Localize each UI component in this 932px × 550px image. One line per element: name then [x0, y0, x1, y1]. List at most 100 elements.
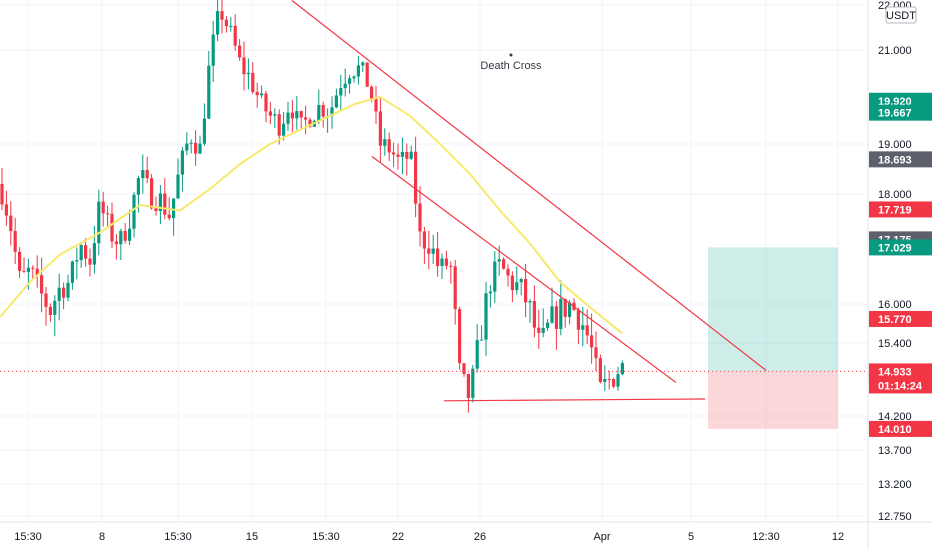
candle-body	[458, 309, 462, 364]
lower-descending-trendline[interactable]	[371, 156, 677, 384]
candle-body	[70, 261, 74, 283]
price-axis-ticks: 22.00021.00019.00018.00016.00015.40014.2…	[878, 0, 912, 523]
candle-body	[18, 251, 22, 271]
candle-body	[466, 373, 470, 398]
time-tick-label: 5	[688, 531, 694, 543]
candle-body	[295, 111, 299, 119]
candle-body	[9, 215, 13, 232]
candle-body	[79, 245, 83, 261]
last-price-badge: 14.933 01:14:24	[869, 363, 932, 394]
candle-body	[563, 298, 567, 317]
candle-body	[150, 178, 154, 209]
time-tick-label: 15:30	[164, 531, 192, 543]
currency-button[interactable]: USDT	[885, 6, 917, 24]
candle-body	[409, 151, 413, 159]
candle-body	[616, 374, 620, 387]
candle-body	[339, 88, 343, 96]
chart-grid	[0, 0, 868, 522]
price-badge: 17.029	[869, 239, 932, 256]
candle-body	[189, 142, 193, 144]
candle-body	[260, 93, 264, 96]
candle-body	[418, 203, 422, 232]
candle-body	[365, 62, 369, 87]
candle-body	[431, 248, 435, 254]
candle-body	[246, 72, 250, 75]
candle-body	[546, 322, 550, 328]
price-axis[interactable]: 22.00021.00019.00018.00016.00015.40014.2…	[867, 0, 932, 550]
candle-body	[488, 291, 492, 294]
candle-body	[576, 309, 580, 330]
time-tick-label: 22	[392, 531, 404, 543]
candle-body	[378, 111, 382, 146]
candle-body	[387, 139, 391, 153]
candle-body	[286, 112, 290, 124]
time-axis[interactable]: 15:30 8 15:30 15 15:30 22 26 Apr 5 12:30 12	[0, 521, 932, 543]
candle-body	[506, 268, 510, 276]
candle-body	[158, 193, 162, 212]
candle-body	[471, 368, 475, 398]
time-tick-label: 12	[832, 531, 844, 543]
countdown-label: 01:14:24	[878, 380, 923, 392]
candle-body	[172, 198, 176, 219]
price-badge: 18.693	[869, 151, 932, 168]
time-tick-label: 26	[474, 531, 486, 543]
candle-body	[343, 83, 347, 89]
price-badge: 19.667	[869, 104, 932, 121]
horizontal-support-line[interactable]	[443, 398, 706, 402]
candle-body	[440, 258, 444, 266]
candle-body	[620, 363, 624, 375]
position-zones[interactable]	[708, 247, 838, 429]
candle-body	[53, 300, 57, 315]
candle-body	[598, 358, 602, 382]
last-price-label: 14.933	[878, 366, 912, 378]
candle-body	[220, 11, 224, 20]
candle-body	[255, 91, 259, 96]
candle-body	[480, 339, 484, 341]
candle-body	[475, 340, 479, 369]
time-axis-ticks: 15:30 8 15:30 15 15:30 22 26 Apr 5 12:30 12	[14, 531, 844, 543]
upper-resistance-trendline[interactable]	[291, 0, 767, 371]
price-tick-label: 12.750	[878, 511, 912, 523]
candle-body	[242, 57, 246, 75]
candle-body	[462, 363, 466, 374]
candle-body	[405, 151, 409, 159]
time-tick-label: Apr	[593, 531, 610, 543]
candle-body	[304, 117, 308, 120]
candle-body	[40, 275, 44, 294]
candle-body	[154, 208, 158, 212]
candle-body	[251, 72, 255, 92]
candle-body	[101, 201, 105, 214]
death-cross-annotation: Death Cross	[480, 53, 542, 72]
candle-body	[185, 143, 189, 151]
candle-body	[493, 261, 497, 292]
profit-zone[interactable]	[708, 247, 838, 372]
candle-body	[383, 139, 387, 146]
candle-body	[48, 306, 52, 315]
time-tick-label: 15:30	[14, 531, 42, 543]
candle-body	[66, 282, 70, 298]
loss-zone[interactable]	[708, 371, 838, 429]
annotation-label: Death Cross	[480, 60, 542, 72]
candle-body	[356, 65, 360, 77]
candle-body	[167, 214, 171, 219]
candle-body	[541, 327, 545, 333]
candle-body	[317, 105, 321, 121]
candle-body	[106, 213, 110, 215]
candle-body	[145, 169, 149, 179]
candle-body	[581, 325, 585, 330]
candle-body	[444, 258, 448, 266]
candle-body	[453, 266, 457, 310]
candle-body	[370, 86, 374, 99]
candle-body	[532, 301, 536, 328]
price-badge-label: 14.010	[878, 424, 912, 436]
price-badge-label: 17.029	[878, 242, 912, 254]
moving-average-line	[0, 95, 623, 334]
trendlines[interactable]	[291, 0, 767, 402]
candle-body	[92, 243, 96, 265]
candle-body	[114, 241, 118, 245]
candle-body	[119, 230, 123, 245]
price-tick-label: 14.200	[878, 411, 912, 423]
candle-body	[44, 293, 48, 307]
candle-body	[97, 201, 101, 244]
